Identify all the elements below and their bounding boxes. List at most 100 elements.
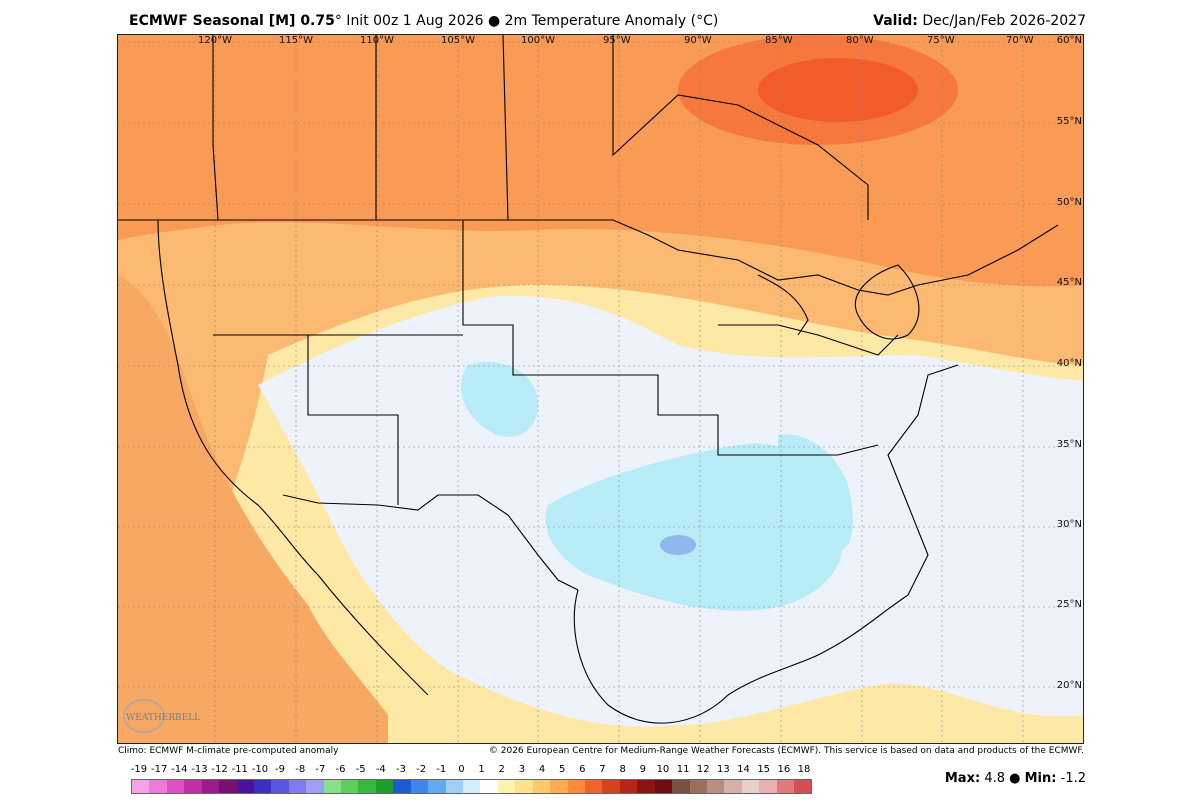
colorbar-label: -12 (211, 764, 228, 775)
colorbar-swatch (306, 780, 324, 793)
colorbar-swatch (236, 780, 254, 793)
latitude-label: 60°N (1056, 35, 1082, 46)
colorbar-label: 10 (656, 764, 670, 775)
colorbar-label: 7 (599, 764, 606, 775)
colorbar-swatch (132, 780, 150, 793)
colorbar-swatch (463, 780, 481, 793)
weatherbell-logo: WEATHERBELL (120, 692, 210, 737)
latitude-label: 25°N (1056, 599, 1082, 610)
colorbar-swatch (584, 780, 603, 793)
colorbar-swatch (480, 780, 498, 793)
colorbar-swatch (741, 780, 760, 793)
colorbar-swatch (724, 780, 742, 793)
colorbar-swatch (654, 780, 673, 793)
latitude-label: 20°N (1056, 680, 1082, 691)
copyright-note: © 2026 European Centre for Medium-Range … (488, 746, 1084, 756)
latitude-label: 40°N (1056, 358, 1082, 369)
colorbar-label: -11 (231, 764, 248, 775)
latitude-label: 50°N (1056, 197, 1082, 208)
valid-label: Valid: (873, 13, 918, 29)
max-min-stats: Max: 4.8 ● Min: -1.2 (945, 771, 1086, 786)
colorbar-label: 14 (737, 764, 750, 775)
colorbar-swatch (515, 780, 533, 793)
colorbar-label: 18 (797, 764, 811, 775)
longitude-label: 80°W (846, 35, 874, 46)
colorbar-labels: -19 -17 -14 -13 -12 -11 -10 -9 -8 -7 -6 -5 -4 -3 -2 -1 0… (131, 764, 811, 776)
colorbar-swatch (637, 780, 655, 793)
colorbar-label: -17 (150, 764, 168, 775)
colorbar-swatch (428, 780, 446, 793)
colorbar-label: 8 (619, 764, 626, 775)
map-title: ECMWF Seasonal [M] 0.75° Init 00z 1 Aug … (129, 13, 718, 29)
colorbar-swatch (393, 780, 411, 793)
colorbar-swatch (567, 780, 585, 793)
colorbar-label: -8 (295, 764, 306, 775)
longitude-label: 90°W (684, 35, 712, 46)
anomaly-band-west (118, 275, 388, 743)
longitude-label: 70°W (1006, 35, 1034, 46)
colorbar-swatch (672, 780, 690, 793)
colorbar-label: -4 (375, 764, 386, 775)
colorbar-swatch (445, 780, 464, 793)
colorbar-swatch (497, 780, 516, 793)
colorbar-swatch (550, 780, 568, 793)
longitude-label: 95°W (603, 35, 631, 46)
colorbar-label: -14 (171, 764, 188, 775)
colorbar-label: 12 (696, 764, 710, 775)
colorbar-label: 0 (458, 764, 465, 775)
map-canvas (118, 35, 1083, 743)
colorbar-swatch (253, 780, 272, 793)
stats-separator: ● (1009, 771, 1021, 786)
longitude-label: 100°W (521, 35, 555, 46)
valid-period: Valid: Dec/Jan/Feb 2026-2027 (873, 13, 1086, 29)
min-value: -1.2 (1060, 771, 1086, 786)
colorbar (131, 779, 813, 794)
climo-note: Climo: ECMWF M-climate pre-computed anom… (118, 746, 339, 756)
colorbar-swatch (602, 780, 620, 793)
colorbar-swatch (532, 780, 551, 793)
longitude-label: 105°W (441, 35, 475, 46)
logo-text: WEATHERBELL (126, 713, 200, 723)
colorbar-label: 4 (538, 764, 546, 775)
colorbar-label: 3 (518, 764, 526, 775)
cool-anomaly-southeast (778, 434, 853, 551)
latitude-label: 45°N (1056, 277, 1082, 288)
colorbar-label: 6 (579, 764, 586, 775)
colorbar-swatch (288, 780, 307, 793)
political-boundaries (118, 35, 1059, 724)
colorbar-label: -6 (335, 764, 346, 775)
colorbar-swatch (341, 780, 359, 793)
title-details: ° Init 00z 1 Aug 2026 ● 2m Temperature A… (334, 13, 719, 29)
colorbar-label: 9 (639, 764, 646, 775)
latitude-label: 55°N (1056, 116, 1082, 127)
colorbar-label: -19 (130, 764, 148, 775)
colorbar-label: -3 (395, 764, 406, 775)
longitude-label: 110°W (360, 35, 394, 46)
colorbar-swatch (794, 780, 812, 793)
colorbar-swatch (619, 780, 638, 793)
colorbar-swatch (184, 780, 202, 793)
colorbar-label: -5 (355, 764, 366, 775)
colorbar-label: 5 (558, 764, 566, 775)
colorbar-label: 2 (498, 764, 505, 775)
colorbar-label: 13 (717, 764, 730, 775)
colorbar-swatch (201, 780, 220, 793)
logo-graphic: WEATHERBELL (123, 699, 200, 733)
max-label: Max: (944, 771, 981, 786)
longitude-label: 115°W (279, 35, 313, 46)
colorbar-label: -7 (315, 764, 326, 775)
colorbar-swatch (776, 780, 795, 793)
longitude-label: 75°W (927, 35, 955, 46)
colorbar-label: -2 (416, 764, 427, 775)
colorbar-swatch (706, 780, 725, 793)
graticule (118, 35, 1083, 743)
latitude-label: 30°N (1056, 519, 1082, 530)
colorbar-swatch (149, 780, 167, 793)
title-model: ECMWF Seasonal [M] 0.75 (129, 13, 335, 29)
anomaly-hotspot-core (758, 58, 918, 122)
colorbar-swatch (219, 780, 237, 793)
max-value: 4.8 (984, 771, 1005, 786)
anomaly-map[interactable] (117, 34, 1084, 744)
colorbar-label: -10 (251, 764, 269, 775)
colorbar-swatch (166, 780, 185, 793)
